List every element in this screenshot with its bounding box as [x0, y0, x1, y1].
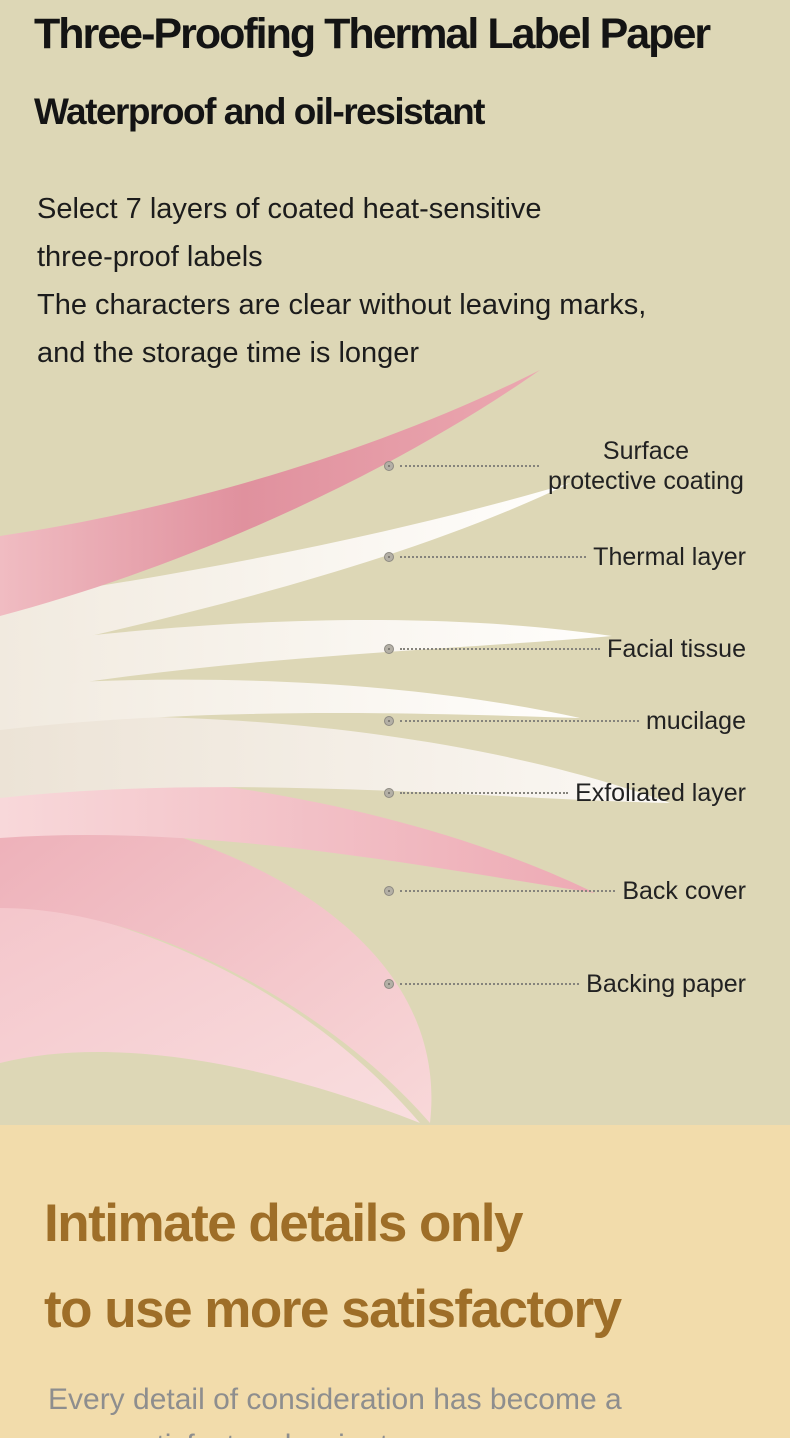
callout-leader-line: [400, 890, 616, 892]
callout-label: mucilage: [645, 706, 746, 735]
callout-label: Exfoliated layer: [575, 778, 746, 807]
callout-thermal-layer: Thermal layer: [385, 541, 746, 573]
paper-layers-illustration: [0, 370, 670, 1123]
callout-backing-paper: Backing paper: [385, 968, 746, 1000]
callout-label: Thermal layer: [593, 542, 746, 571]
callout-dot: [385, 645, 393, 653]
sheet-surface-coating: [0, 370, 540, 616]
callout-facial-tissue: Facial tissue: [385, 633, 746, 665]
page-subtitle: Waterproof and oil-resistant: [34, 91, 486, 133]
callout-leader-line: [400, 792, 569, 794]
sheet-mucilage: [0, 716, 670, 803]
callout-dot: [385, 789, 393, 797]
sheet-surface-coating-under: [0, 483, 570, 656]
callout-leader-line: [400, 720, 639, 722]
footer-description: Every detail of consideration has become…: [0, 1353, 790, 1438]
callout-leader-line: [400, 648, 601, 650]
footer-title-line: Intimate details only: [44, 1194, 524, 1253]
callout-label: Backing paper: [586, 969, 746, 998]
callout-mucilage: mucilage: [385, 705, 746, 737]
bottom-section: Intimate details only to use more satisf…: [0, 1125, 790, 1438]
page-title: Three-Proofing Thermal Label Paper: [34, 10, 711, 58]
sheet-backing-paper: [0, 898, 420, 1123]
description-line: Select 7 layers of coated heat-sensitive: [37, 193, 542, 226]
callout-leader-line: [400, 465, 539, 467]
description-line: and the storage time is longer: [37, 337, 420, 370]
callout-label: Facial tissue: [607, 634, 746, 663]
sheet-back-cover: [0, 798, 432, 1123]
callout-leader-line: [400, 983, 580, 985]
callout-label: Back cover: [622, 876, 746, 905]
layer-diagram: Surface protective coating Thermal layer…: [0, 368, 790, 1125]
sheet-exfoliated-layer: [0, 768, 595, 893]
footer-description-line: Every detail of consideration has become…: [48, 1383, 622, 1416]
callout-surface-coating: Surface protective coating: [385, 436, 746, 496]
callout-dot: [385, 462, 393, 470]
callout-back-cover: Back cover: [385, 875, 746, 907]
callout-leader-line: [400, 556, 587, 558]
callout-dot: [385, 980, 393, 988]
top-section: Three-Proofing Thermal Label Paper Water…: [0, 10, 790, 1125]
footer-description-line: more satisfactory barrier to use: [48, 1423, 770, 1438]
callout-label: Surface protective coating: [548, 436, 744, 496]
sheet-thermal-layer: [0, 619, 612, 696]
description-block: Select 7 layers of coated heat-sensitive…: [0, 133, 790, 377]
callout-dot: [385, 887, 393, 895]
description-line: three-proof labels: [37, 241, 263, 274]
footer-title-line: to use more satisfactory: [44, 1280, 622, 1339]
callout-dot: [385, 553, 393, 561]
description-line: The characters are clear without leaving…: [37, 289, 647, 322]
callout-exfoliated-layer: Exfoliated layer: [385, 777, 746, 809]
sheet-facial-tissue: [0, 679, 580, 730]
footer-title: Intimate details only to use more satisf…: [0, 1125, 790, 1353]
callout-dot: [385, 717, 393, 725]
